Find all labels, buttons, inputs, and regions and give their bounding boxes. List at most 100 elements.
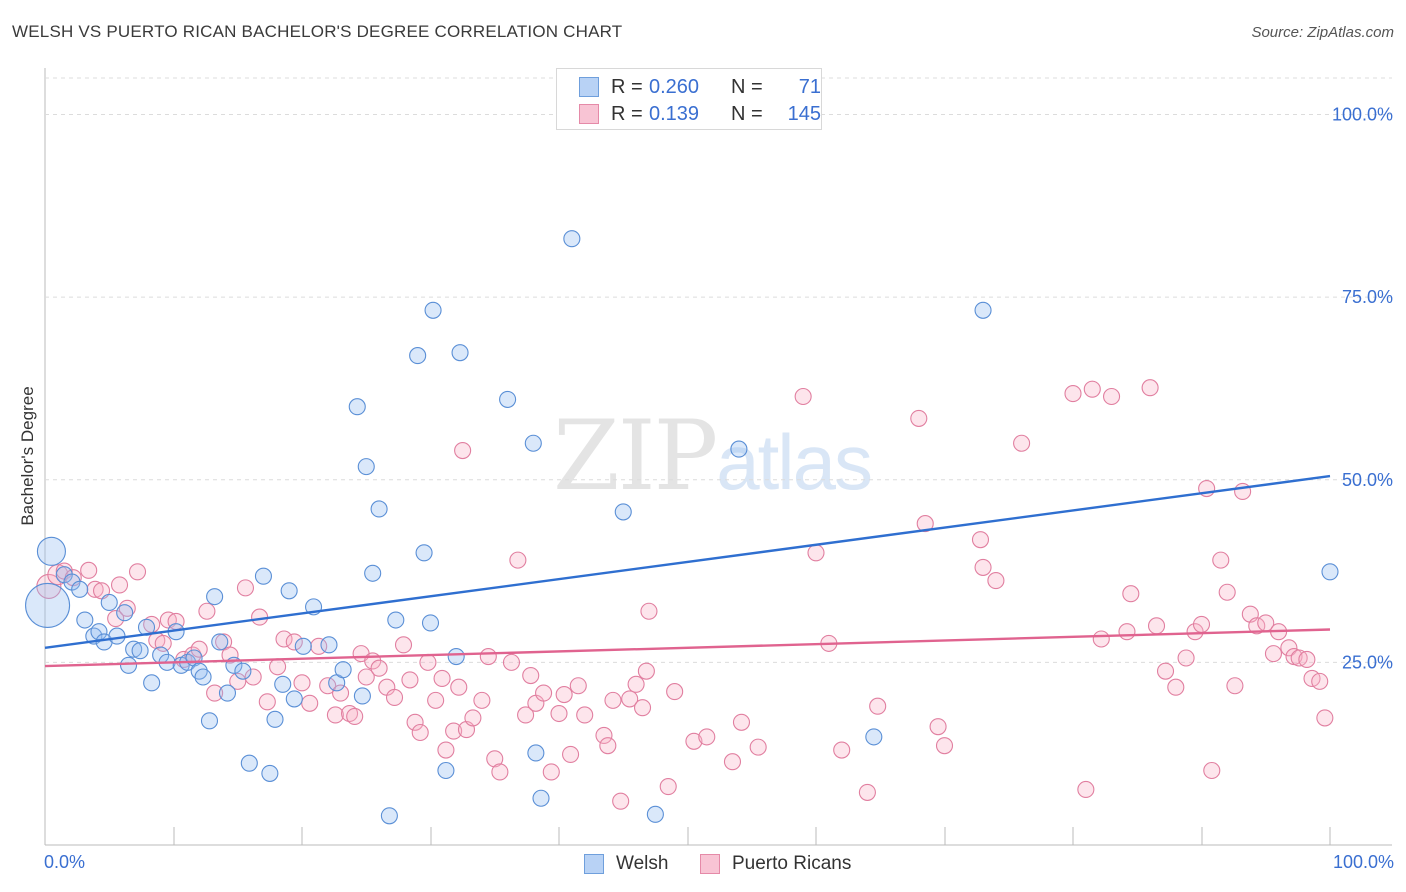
puerto-ricans-point <box>1203 761 1221 780</box>
puerto-ricans-point <box>910 409 928 427</box>
puerto-ricans-point <box>595 726 613 744</box>
welsh-point <box>261 764 279 782</box>
welsh-point <box>865 728 883 746</box>
puerto-ricans-point <box>604 691 622 709</box>
puerto-ricans-point <box>659 778 677 796</box>
puerto-ricans-point <box>987 572 1005 590</box>
puerto-ricans-point <box>599 737 617 755</box>
welsh-point <box>370 500 388 518</box>
welsh-point <box>730 440 748 458</box>
welsh-point <box>527 744 545 762</box>
welsh-point <box>76 611 94 629</box>
welsh-point <box>116 604 134 622</box>
welsh-point <box>409 347 427 365</box>
r-value: 0.139 <box>649 102 700 125</box>
chart-title: WELSH VS PUERTO RICAN BACHELOR'S DEGREE … <box>12 22 623 41</box>
welsh-point <box>266 710 284 728</box>
welsh-point <box>532 789 550 807</box>
puerto-ricans-point <box>535 684 553 702</box>
welsh-point <box>206 588 224 606</box>
welsh-point <box>437 761 455 780</box>
puerto-ricans-point <box>916 515 934 533</box>
y-tick-label: 25.0% <box>1342 652 1393 672</box>
puerto-ricans-point <box>486 750 504 768</box>
puerto-ricans-point <box>1064 385 1082 403</box>
puerto-ricans-point <box>198 602 216 620</box>
puerto-ricans-point <box>394 636 413 654</box>
welsh-point <box>424 301 442 319</box>
puerto-ricans-point <box>128 563 147 581</box>
welsh-point <box>274 675 292 693</box>
puerto-ricans-point <box>1077 780 1095 799</box>
welsh-point <box>524 434 542 452</box>
welsh-point <box>119 656 138 674</box>
bottom-legend-welsh: Welsh <box>584 853 668 875</box>
r-value: 0.260 <box>649 75 700 98</box>
puerto-ricans-point <box>1122 585 1140 603</box>
puerto-ricans-point <box>1167 678 1185 696</box>
puerto-ricans-point <box>258 693 276 711</box>
welsh-point <box>200 712 219 730</box>
puerto-ricans-trend-line <box>44 628 1331 668</box>
puerto-ricans-point <box>346 707 364 725</box>
puerto-ricans-point <box>1177 649 1195 667</box>
puerto-ricans-point <box>1092 630 1110 648</box>
puerto-ricans-point <box>1192 615 1211 633</box>
puerto-ricans-point <box>576 706 594 724</box>
puerto-ricans-legend-label: Puerto Ricans <box>732 853 852 874</box>
x-tick-label-max: 100.0% <box>1332 852 1394 872</box>
puerto-ricans-point <box>1311 672 1329 690</box>
puerto-ricans-point <box>807 544 825 562</box>
n-label: N = <box>731 75 763 98</box>
welsh-point <box>100 593 118 612</box>
puerto-ricans-point <box>479 647 497 666</box>
puerto-ricans-point <box>929 718 947 736</box>
puerto-ricans-point <box>517 706 535 724</box>
puerto-ricans-point <box>86 580 104 598</box>
welsh-point <box>25 582 71 628</box>
puerto-ricans-point <box>1083 380 1101 398</box>
welsh-point <box>36 536 66 566</box>
welsh-point <box>334 661 352 679</box>
r-label: R = <box>611 102 643 125</box>
puerto-ricans-point <box>110 576 129 594</box>
puerto-ricans-point <box>542 763 560 781</box>
y-tick-label: 100.0% <box>1332 105 1393 125</box>
welsh-legend-swatch <box>584 854 604 874</box>
welsh-point <box>71 580 89 598</box>
welsh-legend-label: Welsh <box>616 853 669 874</box>
x-tick-label-min: 0.0% <box>44 852 86 872</box>
puerto-ricans-point <box>473 691 491 709</box>
y-tick-label: 50.0% <box>1342 470 1393 490</box>
puerto-ricans-point <box>229 672 247 690</box>
puerto-ricans-point <box>491 763 509 781</box>
puerto-ricans-point <box>206 684 224 702</box>
puerto-ricans-point <box>666 683 684 701</box>
puerto-ricans-point <box>437 741 455 759</box>
puerto-ricans-point <box>411 723 429 742</box>
puerto-ricans-point <box>858 783 876 801</box>
puerto-ricans-point <box>1212 551 1230 569</box>
puerto-ricans-point <box>555 685 573 704</box>
puerto-ricans-point <box>285 633 303 651</box>
puerto-ricans-point <box>637 662 655 680</box>
puerto-ricans-point <box>301 694 319 712</box>
welsh-point <box>285 690 303 708</box>
puerto-ricans-point <box>640 602 658 620</box>
puerto-ricans-point <box>331 684 350 702</box>
puerto-ricans-point <box>293 674 311 692</box>
puerto-ricans-point <box>1264 645 1283 663</box>
puerto-ricans-point <box>1147 617 1166 635</box>
puerto-ricans-point <box>522 666 540 685</box>
welsh-point <box>108 627 126 645</box>
welsh-point <box>211 633 229 651</box>
puerto-ricans-point <box>433 669 451 688</box>
welsh-point <box>974 301 992 319</box>
puerto-ricans-point <box>275 630 293 648</box>
puerto-ricans-point <box>732 713 751 731</box>
puerto-ricans-point <box>1218 583 1236 601</box>
puerto-ricans-point <box>974 558 992 576</box>
welsh-point <box>451 344 469 362</box>
puerto-ricans-point <box>357 668 375 686</box>
